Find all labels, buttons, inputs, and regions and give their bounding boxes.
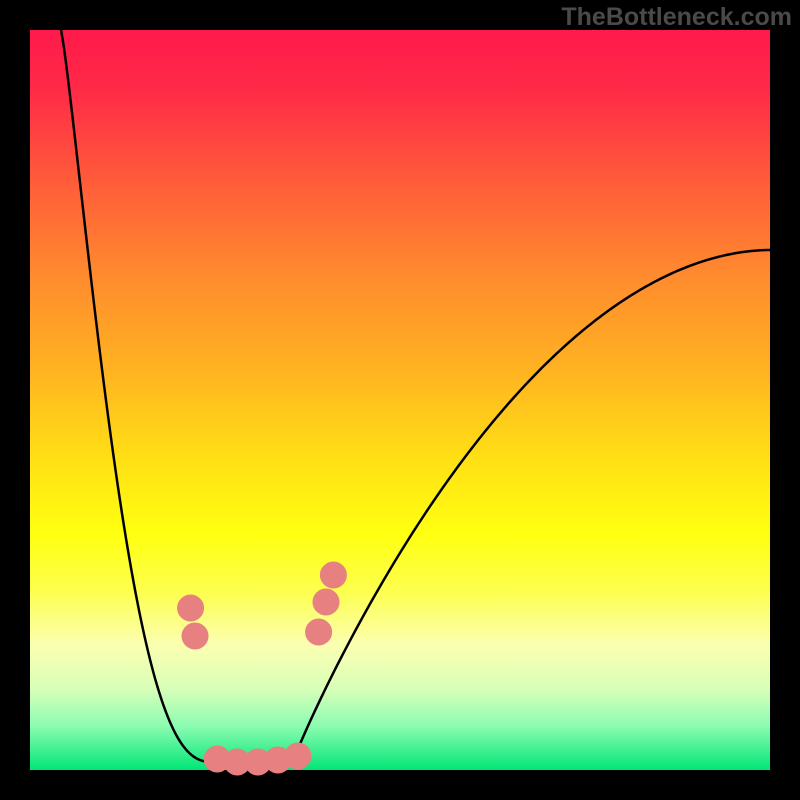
watermark-text: TheBottleneck.com (561, 3, 792, 32)
marker-point (285, 743, 311, 769)
marker-point (320, 562, 346, 588)
marker-point (306, 619, 332, 645)
marker-point (178, 595, 204, 621)
marker-point (182, 623, 208, 649)
marker-point (313, 589, 339, 615)
plot-background (30, 30, 770, 770)
bottleneck-curve-chart (0, 0, 800, 800)
